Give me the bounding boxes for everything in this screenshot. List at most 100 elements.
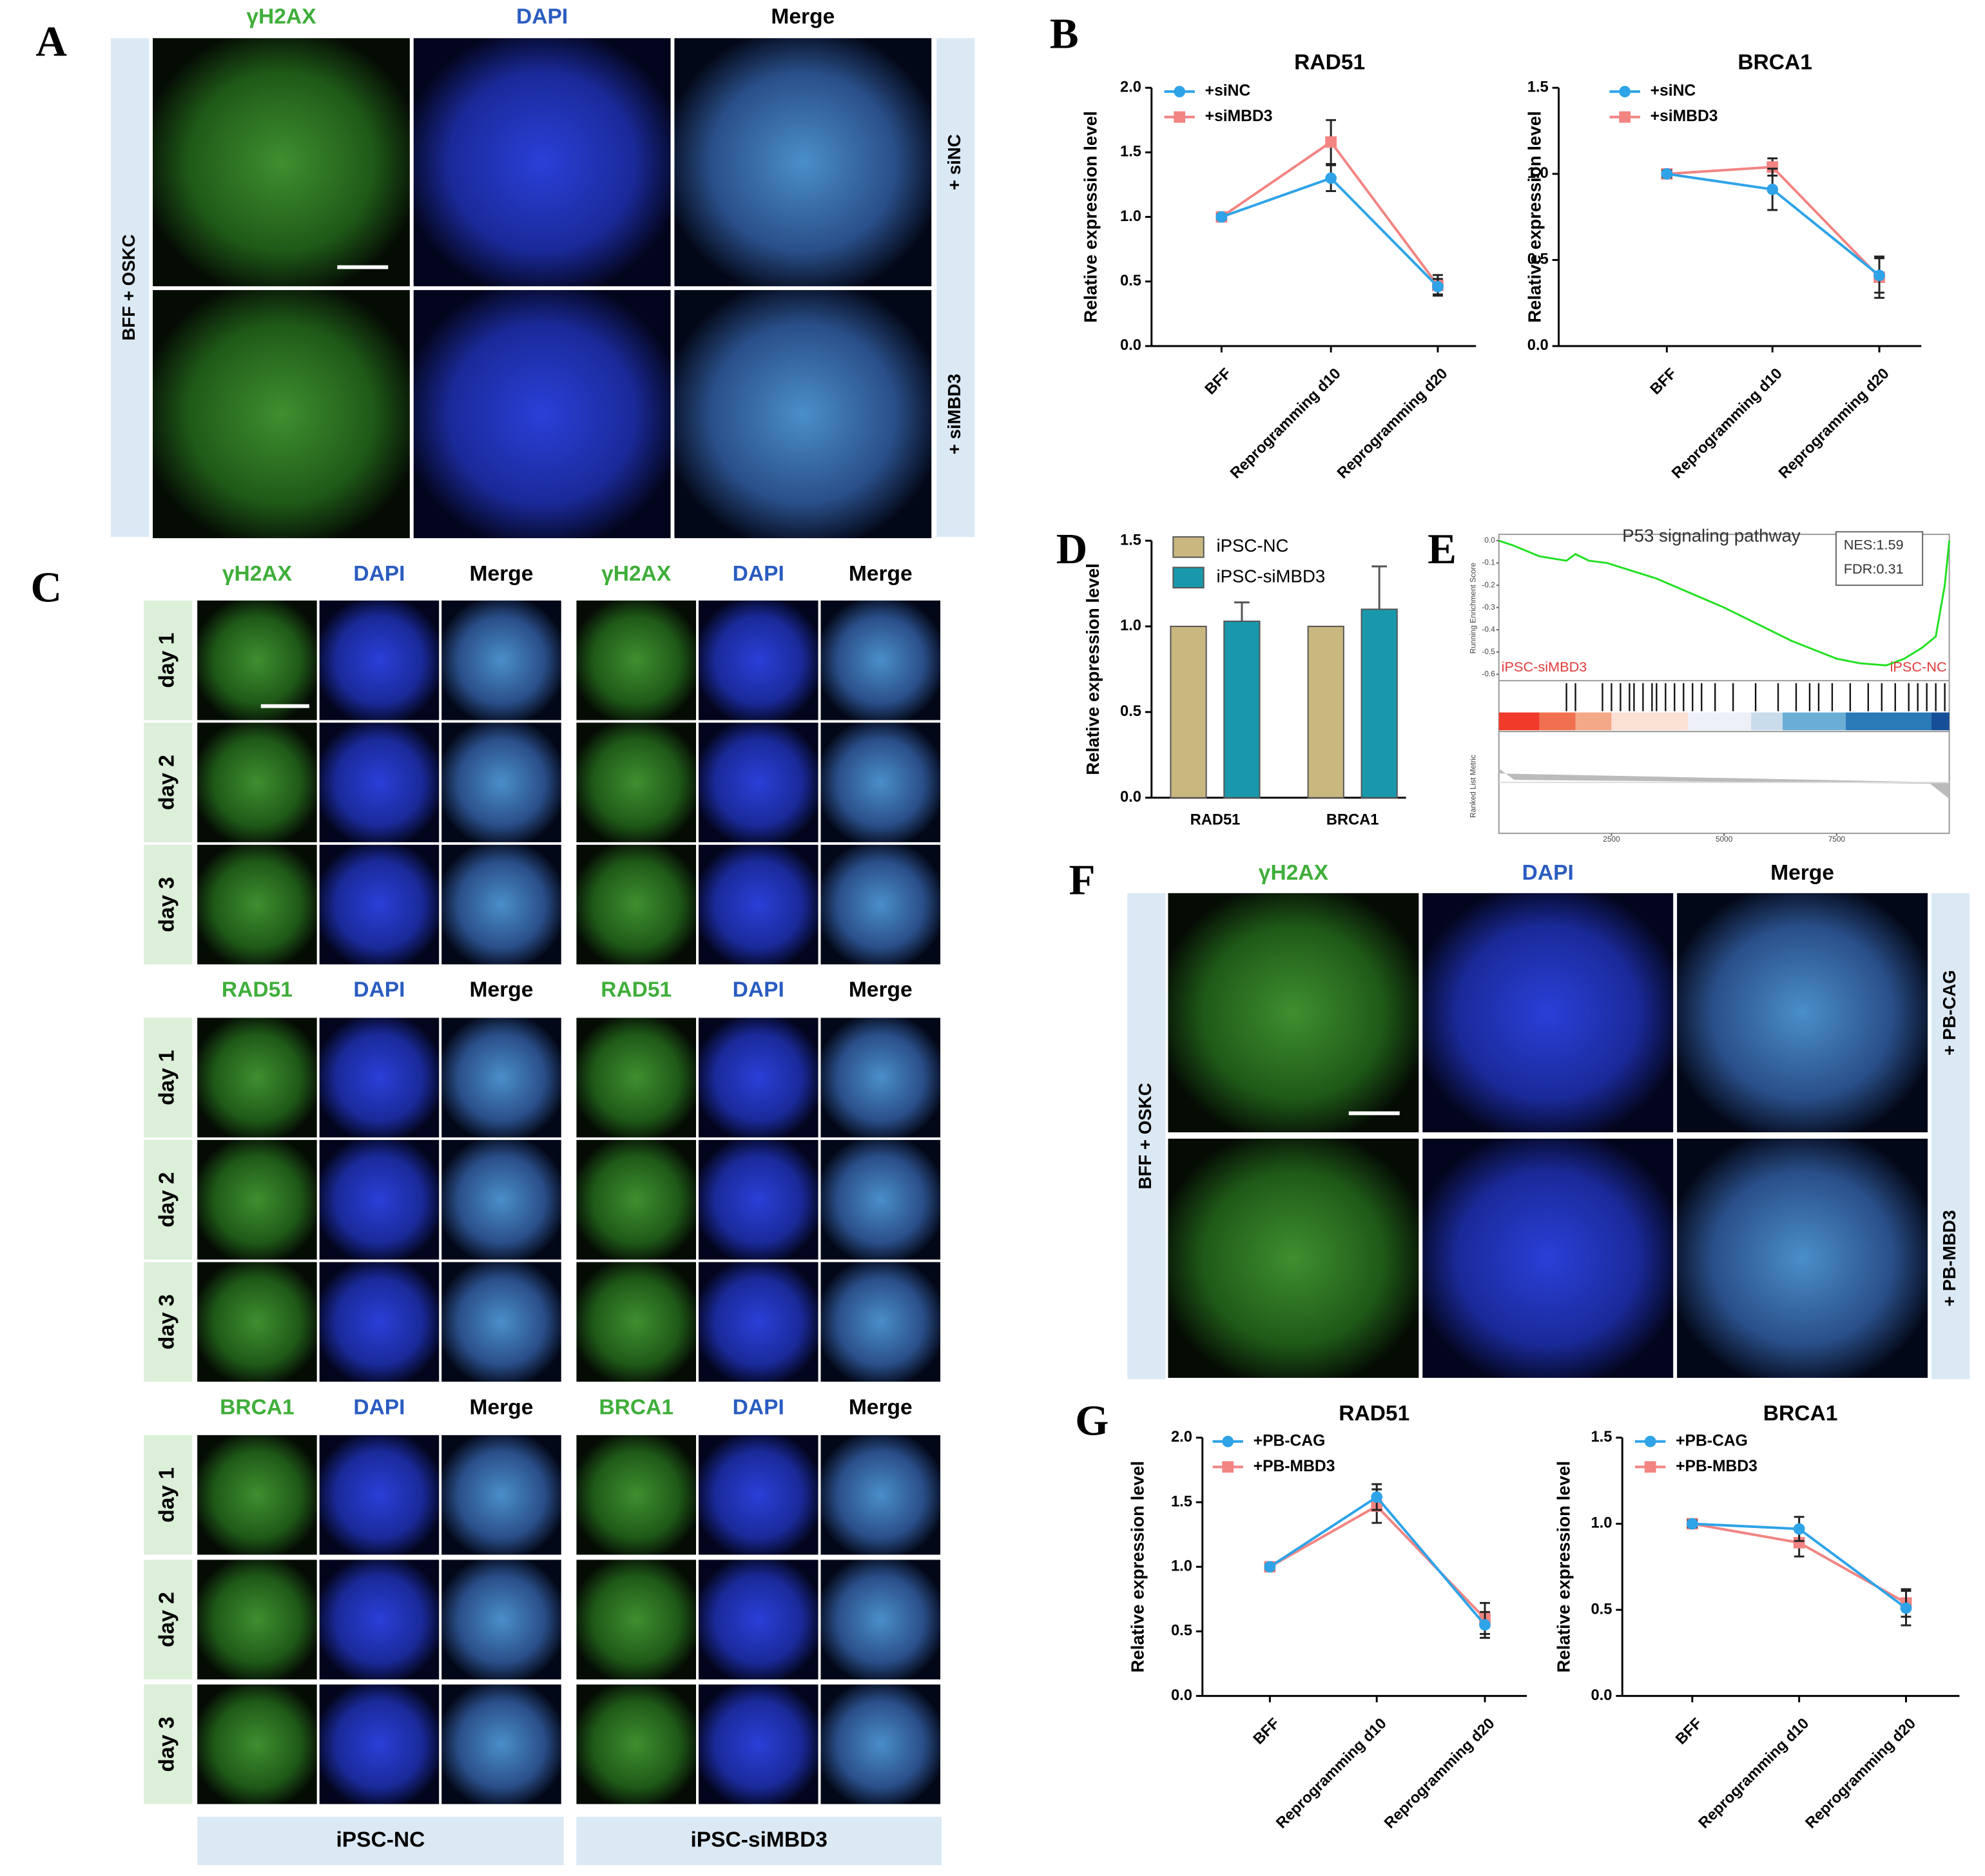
side-bar	[936, 38, 975, 537]
rank-band	[1845, 712, 1932, 731]
micrograph	[576, 722, 697, 842]
micrograph	[1168, 1138, 1419, 1378]
micrograph	[576, 1684, 697, 1804]
x-tick-label: Reprogramming d10	[1696, 1715, 1812, 1832]
column-header: DAPI	[1522, 861, 1574, 885]
row-label: day 2	[155, 1592, 179, 1647]
y-tick-label: -0.4	[1482, 624, 1495, 633]
x-tick-label: Reprogramming d20	[1776, 365, 1892, 482]
row-label: day 1	[155, 633, 179, 688]
micrograph	[576, 1435, 697, 1555]
column-header: DAPI	[516, 5, 568, 28]
side-bar	[1127, 893, 1166, 1380]
fdr-label: FDR:0.31	[1844, 561, 1904, 577]
column-header: Merge	[470, 978, 534, 1002]
micrograph	[319, 1018, 440, 1137]
legend-marker	[1174, 86, 1186, 98]
bar	[1170, 625, 1207, 798]
column-header: DAPI	[733, 978, 784, 1002]
row-bar	[144, 1262, 193, 1382]
column-header: DAPI	[353, 978, 405, 1002]
marker	[1767, 183, 1779, 195]
y-tick-label: 0.0	[1484, 536, 1495, 545]
column-header: Merge	[771, 5, 835, 28]
micrograph	[820, 1684, 941, 1804]
micrograph	[576, 1560, 697, 1679]
column-header: DAPI	[733, 1395, 784, 1419]
micrograph	[197, 1262, 317, 1382]
row-label: day 3	[155, 1294, 179, 1349]
footer-bar	[576, 1817, 942, 1866]
x-tick-label: Reprogramming d10	[1669, 365, 1785, 482]
micrograph	[197, 1435, 317, 1555]
rank-band	[1931, 712, 1950, 731]
row-label: day 1	[155, 1467, 179, 1523]
y-tick-label: 1.5	[1120, 144, 1141, 160]
legend-marker	[1619, 86, 1631, 98]
bar	[1223, 620, 1261, 798]
legend-marker	[1222, 1461, 1234, 1473]
x-tick-label: RAD51	[1190, 812, 1241, 829]
legend-marker	[1644, 1461, 1656, 1473]
row-bar	[144, 1435, 193, 1555]
column-header: BRCA1	[220, 1395, 295, 1419]
group-label: iPSC-NC	[1890, 659, 1947, 675]
row-label: day 3	[155, 877, 179, 933]
panel-letter: C	[31, 563, 62, 611]
micrograph	[1677, 1138, 1928, 1378]
rank-band	[1539, 712, 1576, 731]
side-bar	[1931, 893, 1970, 1380]
marker	[1686, 1518, 1698, 1530]
column-header: Merge	[849, 978, 913, 1002]
side-label: BFF + OSKC	[1135, 1083, 1155, 1189]
micrograph	[441, 1684, 561, 1804]
micrograph	[820, 844, 941, 965]
legend-label: +siNC	[1205, 82, 1251, 100]
side-bar	[110, 38, 150, 537]
micrograph	[820, 1262, 941, 1382]
marker	[1900, 1602, 1912, 1614]
row-label: day 2	[155, 1172, 179, 1228]
legend-label: +PB-CAG	[1676, 1432, 1748, 1449]
y-axis-label: Relative expression level	[1524, 111, 1544, 323]
micrograph	[319, 844, 440, 965]
legend-label: +siMBD3	[1651, 108, 1718, 125]
legend-marker	[1644, 1435, 1656, 1447]
micrograph	[197, 1684, 317, 1804]
micrograph	[441, 1018, 561, 1137]
micrograph	[197, 600, 317, 720]
micrograph	[441, 722, 561, 842]
column-header: Merge	[470, 1395, 534, 1419]
rank-band	[1498, 712, 1540, 731]
legend-marker	[1222, 1435, 1234, 1447]
bar	[1360, 608, 1398, 798]
row-label: day 2	[155, 755, 179, 810]
column-header: Merge	[1770, 861, 1834, 885]
micrograph	[153, 38, 410, 287]
row-label: day 1	[155, 1050, 179, 1105]
micrograph	[319, 1435, 440, 1555]
panel-letter: D	[1056, 525, 1087, 573]
micrograph	[197, 1018, 317, 1137]
chart-title: P53 signaling pathway	[1622, 525, 1801, 545]
y-tick-label: 1.5	[1527, 79, 1549, 95]
micrograph	[698, 1435, 818, 1555]
micrograph	[820, 722, 941, 842]
x-tick-label: 5000	[1716, 835, 1733, 844]
micrograph	[820, 1018, 941, 1137]
micrograph	[576, 844, 697, 965]
y-axis-label: Ranked List Metric	[1468, 755, 1477, 818]
y-tick-label: 2.0	[1120, 79, 1141, 95]
micrograph	[820, 600, 941, 720]
column-header: DAPI	[353, 562, 405, 586]
marker	[1432, 280, 1444, 293]
micrograph	[698, 844, 818, 965]
x-tick-label: BFF	[1250, 1715, 1283, 1748]
micrograph	[698, 600, 818, 720]
y-tick-label: 0.5	[1120, 703, 1141, 720]
legend-marker	[1619, 111, 1631, 123]
legend-label: +PB-CAG	[1254, 1432, 1326, 1449]
stats-box	[1835, 531, 1924, 586]
y-axis-label: Running Enrichment Score	[1468, 563, 1477, 654]
